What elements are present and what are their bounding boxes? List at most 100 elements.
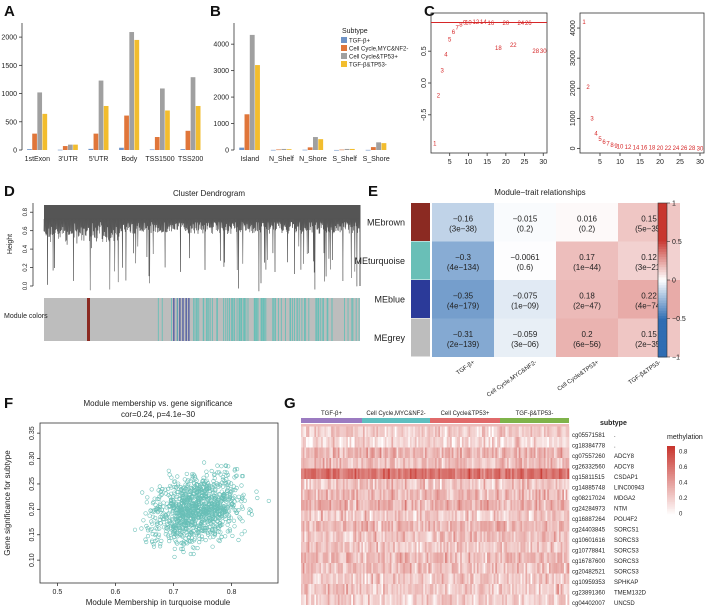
- methylation-cell: [428, 573, 431, 584]
- methylation-cell: [448, 468, 451, 479]
- membership-point: [166, 535, 171, 540]
- module-strip-turquoise: [296, 298, 298, 341]
- methylation-cell: [379, 584, 382, 595]
- methylation-cell: [364, 584, 367, 595]
- methylation-cell: [512, 563, 515, 574]
- methylation-cell: [552, 584, 555, 595]
- y-tick-label: 0.30: [29, 452, 36, 466]
- methylation-cell: [471, 510, 474, 521]
- methylation-cell: [550, 531, 553, 542]
- methylation-cell: [527, 426, 530, 437]
- methylation-cell: [475, 458, 478, 469]
- colorbar-segment: [658, 251, 667, 255]
- colorbar-segment: [658, 313, 667, 317]
- membership-point: [174, 533, 179, 538]
- methylation-cell: [391, 500, 394, 511]
- methylation-cell: [502, 594, 504, 605]
- methylation-cell: [426, 510, 429, 521]
- methylation-cell: [424, 542, 427, 553]
- methylation-cell: [557, 531, 560, 542]
- methylation-cell: [431, 479, 434, 490]
- methylation-cell: [414, 584, 417, 595]
- methylation-cell: [441, 437, 444, 448]
- methylation-cell: [352, 468, 355, 479]
- methylation-cell: [537, 468, 540, 479]
- correlation-pvalue: (3e−06): [511, 340, 539, 349]
- methylation-cell: [557, 447, 560, 458]
- methylation-cell: [344, 542, 347, 553]
- bar-nshelf-s2: [281, 148, 287, 150]
- methylation-cell: [555, 489, 558, 500]
- membership-point: [231, 495, 236, 500]
- methylation-cell: [538, 510, 541, 521]
- methylation-cell: [438, 426, 441, 437]
- module-strip-turquoise: [157, 298, 159, 341]
- methylation-cell: [357, 521, 360, 532]
- methylation-cell: [304, 500, 307, 511]
- methylation-cell: [361, 500, 364, 511]
- methylation-cell: [458, 531, 461, 542]
- methylation-cell: [401, 563, 404, 574]
- methylation-cell: [413, 584, 416, 595]
- bar-5utr-s3: [103, 105, 109, 150]
- methylation-cell: [523, 552, 526, 563]
- methylation-cell: [518, 521, 521, 532]
- methylation-cell: [522, 489, 525, 500]
- methylation-cell: [485, 573, 488, 584]
- power-point-label: 12: [473, 20, 480, 26]
- methylation-cell: [476, 468, 479, 479]
- methylation-cell: [441, 573, 444, 584]
- membership-point: [145, 495, 150, 500]
- methylation-cell: [513, 531, 516, 542]
- methylation-cell: [555, 458, 558, 469]
- methylation-cell: [446, 437, 449, 448]
- methylation-cell: [424, 437, 427, 448]
- methylation-cell: [540, 531, 543, 542]
- methylation-cell: [565, 584, 568, 595]
- y-tick-label: 3000: [213, 68, 229, 75]
- methylation-cell: [418, 531, 421, 542]
- methylation-cell: [388, 531, 391, 542]
- bar-body-s1: [124, 115, 129, 150]
- methylation-cell: [404, 531, 407, 542]
- methylation-cell: [436, 552, 439, 563]
- methylation-cell: [316, 584, 319, 595]
- methylation-cell: [349, 563, 352, 574]
- methylation-cell: [547, 510, 550, 521]
- methylation-cell: [399, 594, 402, 605]
- membership-point: [143, 511, 148, 516]
- methylation-cell: [505, 542, 508, 553]
- methylation-cell: [311, 542, 314, 553]
- methylation-cell: [450, 468, 453, 479]
- methylation-cell: [558, 584, 561, 595]
- colorbar-tick-label: 0: [672, 278, 676, 285]
- methylation-cell: [465, 468, 468, 479]
- methylation-cell: [493, 563, 496, 574]
- methylation-cell: [503, 458, 506, 469]
- methylation-cell: [347, 437, 350, 448]
- methylation-cell: [403, 500, 406, 511]
- methylation-cell: [322, 552, 325, 563]
- module-trait-title: Module−trait relationships: [494, 188, 585, 197]
- methylation-cell: [493, 584, 496, 595]
- membership-point: [212, 472, 217, 477]
- methylation-cell: [361, 458, 364, 469]
- legend-title: Subtype: [342, 28, 368, 35]
- methylation-cell: [448, 563, 451, 574]
- methylation-cell: [503, 426, 506, 437]
- methylation-cell: [538, 563, 541, 574]
- methylation-cell: [309, 584, 312, 595]
- membership-point: [153, 515, 158, 520]
- methylation-cell: [500, 500, 503, 511]
- colorbar-segment: [658, 339, 667, 343]
- methylation-cell: [418, 552, 421, 563]
- methylation-cell: [398, 479, 401, 490]
- methylation-cell: [441, 552, 444, 563]
- methylation-cell: [451, 437, 454, 448]
- methylation-cell: [394, 552, 397, 563]
- membership-point: [181, 541, 186, 546]
- module-strip-turquoise: [239, 298, 241, 341]
- methylation-cell: [480, 521, 483, 532]
- methylation-cell: [567, 563, 570, 574]
- methylation-cell: [366, 447, 369, 458]
